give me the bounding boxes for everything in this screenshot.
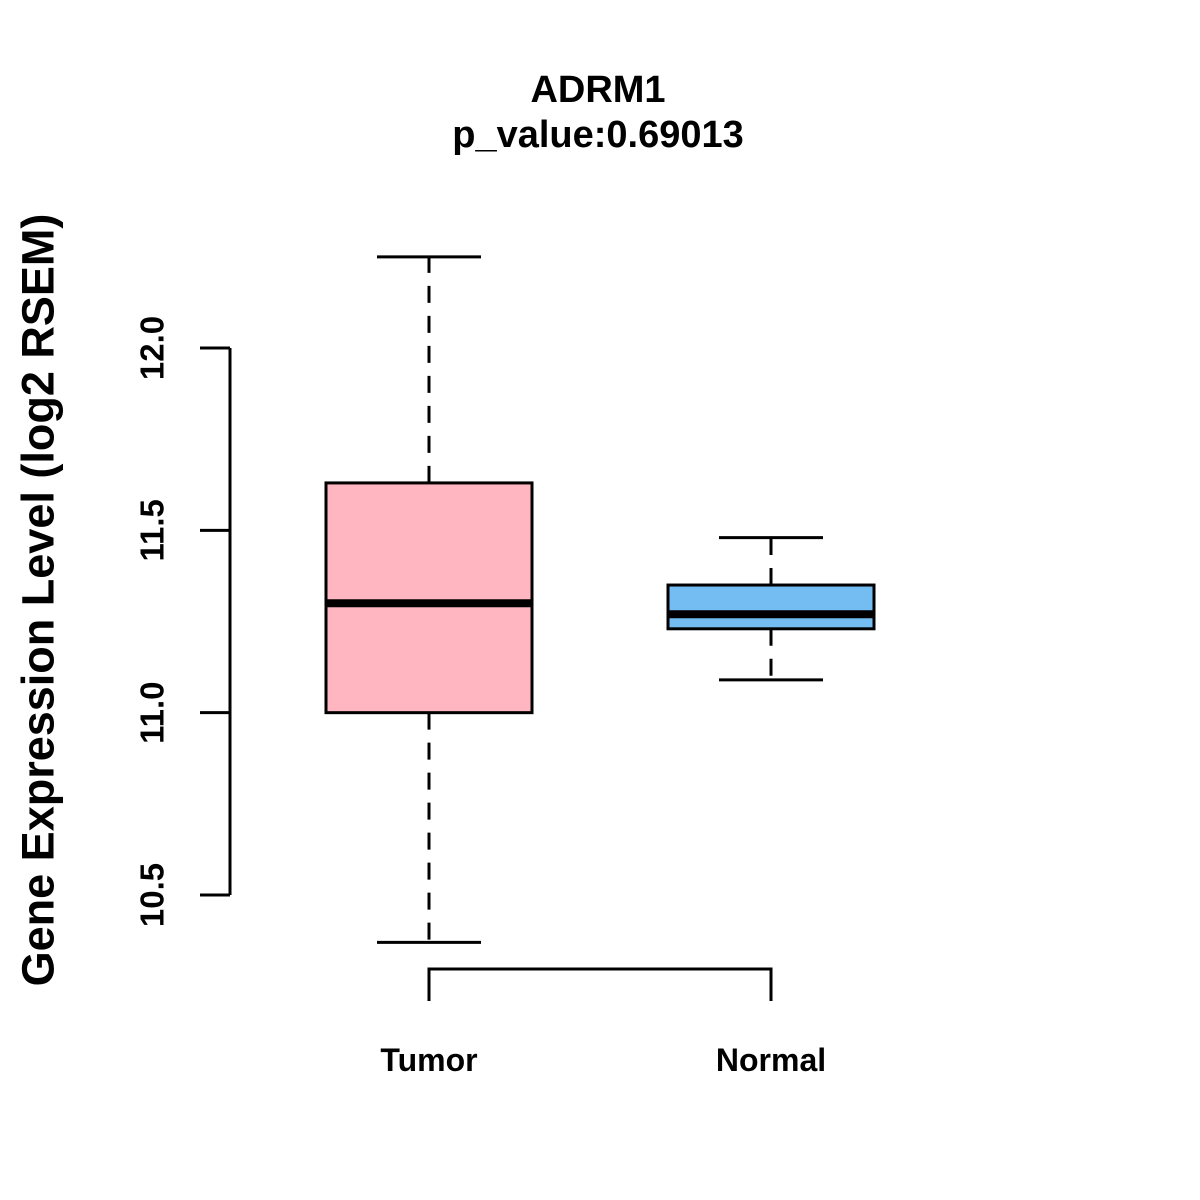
x-axis-bracket — [427, 967, 773, 1001]
y-tick-label: 12.0 — [134, 316, 171, 380]
y-tick-label: 10.5 — [134, 863, 171, 927]
box-normal — [666, 583, 876, 631]
y-tick-label: 11.0 — [134, 681, 171, 743]
group-label-tumor: Tumor — [380, 1042, 477, 1078]
y-tick-label: 11.5 — [134, 499, 171, 561]
chart-pvalue-subtitle: p_value:0.69013 — [452, 114, 744, 156]
group-label-normal: Normal — [716, 1042, 826, 1078]
box-tumor — [324, 481, 534, 715]
chart-title: ADRM1 — [530, 69, 666, 111]
